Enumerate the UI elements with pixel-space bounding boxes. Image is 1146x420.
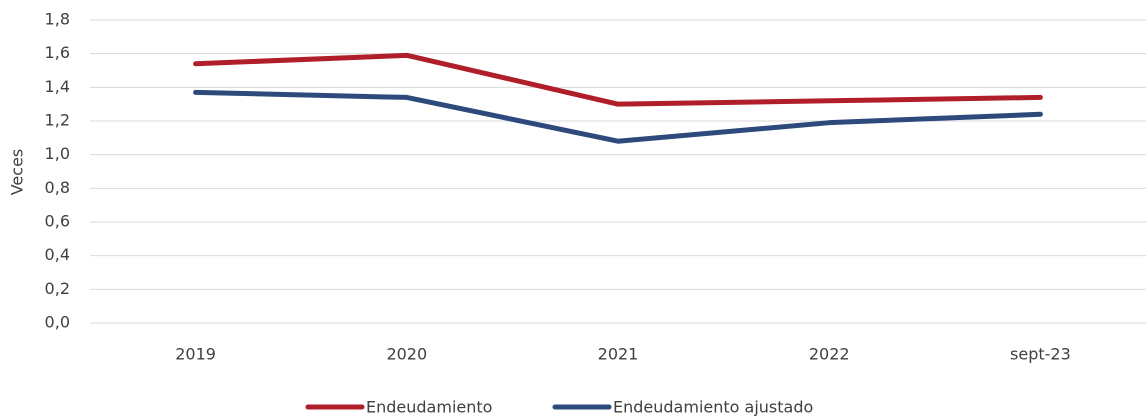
y-tick-label: 0,6 xyxy=(45,212,70,231)
x-tick-label: 2020 xyxy=(386,345,427,364)
y-tick-label: 1,0 xyxy=(45,144,70,163)
y-tick-label: 1,8 xyxy=(45,10,70,29)
x-tick-label: 2021 xyxy=(598,345,639,364)
y-tick-label: 1,4 xyxy=(45,77,70,96)
series-line xyxy=(193,52,1043,107)
y-tick-label: 0,8 xyxy=(45,178,70,197)
x-tick-label: 2019 xyxy=(175,345,216,364)
y-tick-label: 0,2 xyxy=(45,279,70,298)
series-line xyxy=(193,89,1043,144)
y-tick-label: 0,0 xyxy=(45,313,70,332)
y-tick-label: 1,2 xyxy=(45,111,70,130)
x-tick-label: sept-23 xyxy=(1010,345,1071,364)
legend-label: Endeudamiento ajustado xyxy=(613,398,813,417)
y-axis-label: Veces xyxy=(8,149,27,196)
x-tick-label: 2022 xyxy=(809,345,850,364)
legend-label: Endeudamiento xyxy=(366,398,492,417)
y-tick-label: 1,6 xyxy=(45,43,70,62)
y-tick-label: 0,4 xyxy=(45,245,70,264)
